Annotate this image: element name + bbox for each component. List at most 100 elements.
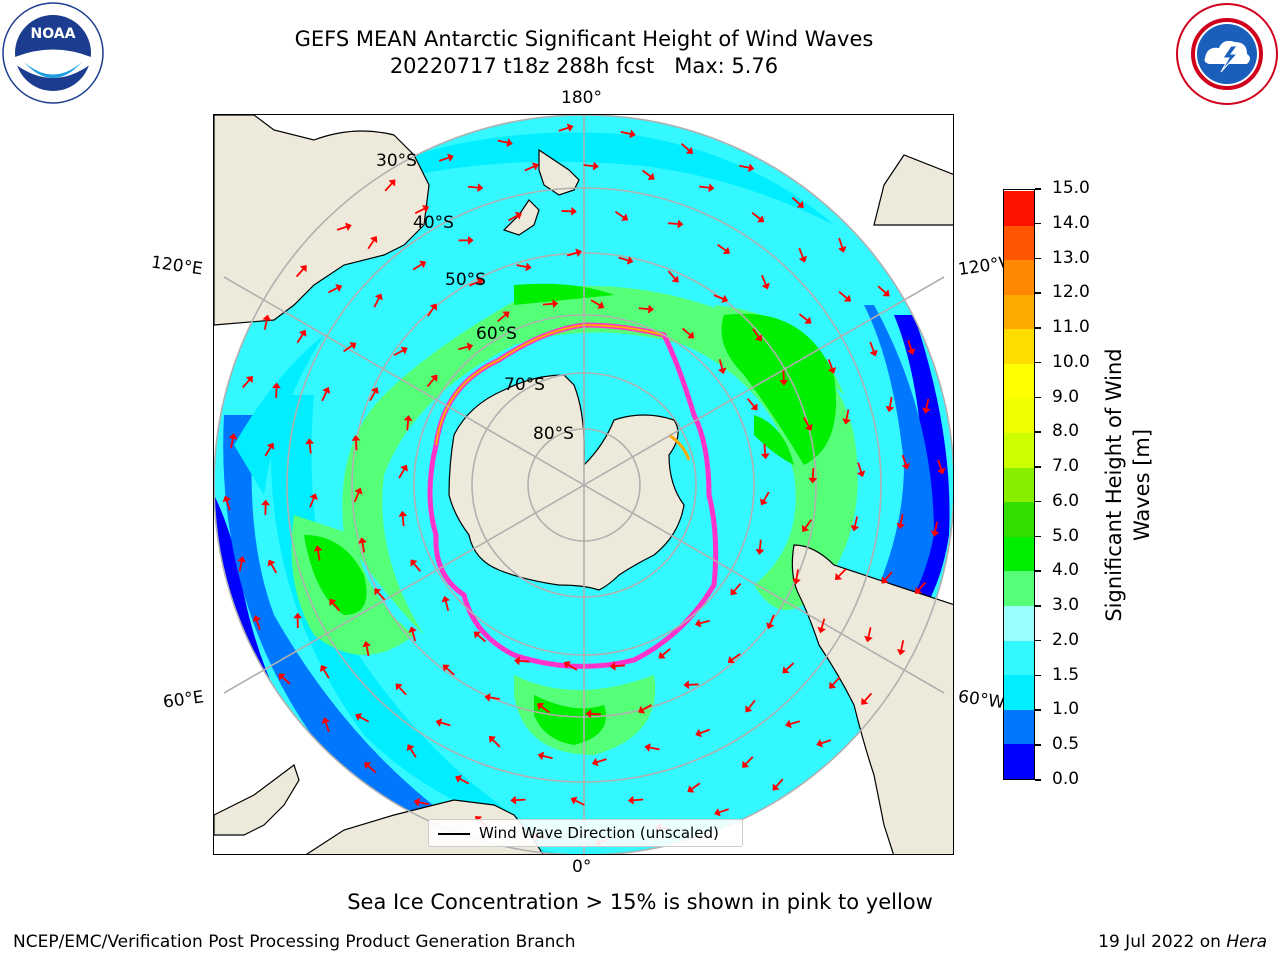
wave-arrow-head <box>791 578 801 585</box>
wave-arrow-head <box>829 681 837 689</box>
wave-arrow-shaft <box>590 299 601 306</box>
wave-arrow-shaft <box>864 692 873 702</box>
wave-arrow-shaft <box>642 704 652 711</box>
wave-arrow-shaft <box>638 307 649 311</box>
wave-arrow-head <box>671 275 679 283</box>
chart-subtitle: 20220717 t18z 288h fcst Max: 5.76 <box>389 54 779 78</box>
wave-arrow-head <box>271 382 281 389</box>
colorbar-tick-label: 7.0 <box>1052 456 1080 477</box>
colorbar-tick-mark <box>1035 779 1041 781</box>
wave-arrow-head <box>476 277 484 287</box>
wave-arrow-head <box>455 775 463 784</box>
wave-arrow-head <box>400 346 408 355</box>
colorbar-segment <box>1004 259 1034 295</box>
wave-arrow-head <box>816 738 824 748</box>
wave-arrow-head <box>747 163 755 173</box>
wave-arrow-head <box>510 795 517 805</box>
land-masses <box>214 115 953 854</box>
wave-arrow-shaft <box>899 513 904 525</box>
wave-arrow-shaft <box>763 491 770 502</box>
sea-ice-note: Sea Ice Concentration > 15% is shown in … <box>347 890 933 914</box>
wave-arrow-shaft <box>406 420 410 431</box>
wave-arrow-shaft <box>317 550 321 561</box>
wave-arrow-shaft <box>620 131 631 135</box>
wave-arrow-shaft <box>426 378 435 388</box>
wave-arrow-shaft <box>888 396 893 408</box>
wave-arrow-shaft <box>718 808 729 814</box>
wave-arrow-shaft <box>811 468 815 479</box>
wave-arrow-head <box>388 179 396 187</box>
wave-arrow-head <box>245 375 253 384</box>
wave-arrow-head <box>430 374 438 382</box>
wave-arrow-shaft <box>321 391 328 402</box>
wind-wave-arrows <box>222 123 946 847</box>
wave-arrow-shaft <box>384 182 393 192</box>
wave-arrow-head <box>779 379 789 386</box>
wave-arrow-shaft <box>270 563 278 574</box>
colorbar-segment <box>1004 536 1034 572</box>
wave-arrow-head <box>422 204 430 214</box>
wave-arrow-head <box>262 314 272 322</box>
wave-arrow-shaft <box>641 169 651 178</box>
wave-arrow-shaft <box>934 521 938 532</box>
wave-arrow-head <box>609 661 616 671</box>
wave-arrow-shaft <box>542 754 553 760</box>
wave-arrow-head <box>395 683 403 691</box>
map-legend: Wind Wave Direction (unscaled) <box>428 819 743 847</box>
wave-arrow-head <box>298 329 307 337</box>
wave-arrow-shaft <box>845 409 850 420</box>
wave-arrow-head <box>585 709 592 719</box>
colorbar-tick-mark <box>1035 361 1041 364</box>
wave-arrow-head <box>293 612 303 619</box>
wave-arrow-head <box>772 783 780 791</box>
lat-label-30s: 30°S <box>376 151 417 171</box>
wave-arrow-head <box>466 342 474 352</box>
wave-arrow-shaft <box>775 778 784 788</box>
wave-arrow-head <box>685 146 694 154</box>
colorbar-segment <box>1004 743 1034 779</box>
wave-arrow-shaft <box>567 664 578 671</box>
wave-arrow-shaft <box>590 712 601 716</box>
nws-logo-icon <box>1176 3 1278 105</box>
colorbar-tick-mark <box>1035 535 1041 538</box>
wave-arrow-shaft <box>633 798 644 802</box>
wave-arrow-shaft <box>838 237 844 248</box>
wave-arrow-head <box>429 303 438 311</box>
map-panel[interactable]: Wind Wave Direction (unscaled) 30°S 40°S… <box>213 114 954 855</box>
colorbar-tick-label: 12.0 <box>1052 282 1090 303</box>
wave-arrow-shaft <box>296 333 304 344</box>
wave-arrow-head <box>313 545 323 552</box>
wave-arrow-shaft <box>409 748 417 758</box>
wave-arrow-head <box>468 235 474 245</box>
wave-arrow-shaft <box>681 327 691 336</box>
wave-arrow-head <box>403 414 413 422</box>
wave-arrow-shaft <box>790 720 801 725</box>
wave-arrow-shaft <box>492 739 501 748</box>
colorbar-tick-mark <box>1035 744 1041 746</box>
colorbar-segment <box>1004 467 1034 503</box>
wave-arrow-head <box>321 717 331 725</box>
wave-arrow-head <box>864 635 873 643</box>
wave-arrow-head <box>252 615 262 622</box>
footer-credit: NCEP/EMC/Verification Post Processing Pr… <box>13 932 576 952</box>
meridian-label-180: 180° <box>561 88 602 108</box>
colorbar-title-line2: Waves [m] <box>1130 428 1154 542</box>
wave-arrow-shaft <box>699 728 710 734</box>
legend-line-symbol <box>438 833 470 835</box>
wave-arrow-head <box>804 423 813 431</box>
wave-arrow-head <box>817 626 827 634</box>
wave-arrow-head <box>525 262 532 272</box>
wave-arrow-head <box>730 588 738 596</box>
wave-arrow-shaft <box>798 313 808 321</box>
wave-arrow-head <box>834 572 843 581</box>
wave-arrow-shaft <box>867 627 872 638</box>
wave-arrow-head <box>754 334 763 342</box>
meridian-label-60e: 60°E <box>161 687 206 713</box>
wave-arrow-head <box>329 598 337 607</box>
colorbar-segment <box>1004 674 1034 710</box>
wave-arrow-head <box>901 462 911 470</box>
colorbar-tick-mark <box>1035 466 1041 468</box>
wave-arrow-head <box>502 311 510 319</box>
wave-arrow-head <box>408 626 417 633</box>
wave-arrow-head <box>484 692 491 702</box>
